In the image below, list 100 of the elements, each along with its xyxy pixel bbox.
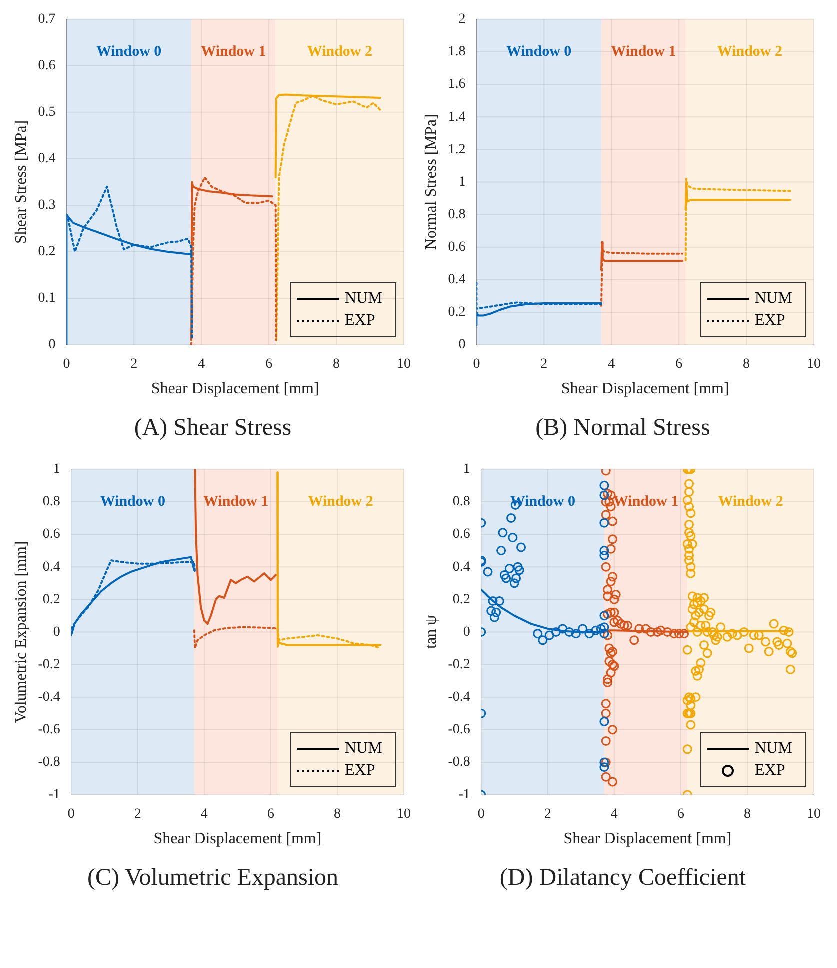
point xyxy=(616,619,626,629)
point xyxy=(641,624,651,634)
band-label: Window 1 xyxy=(201,44,266,60)
point xyxy=(488,596,498,606)
band-label: Window 2 xyxy=(718,494,784,510)
point xyxy=(603,630,613,640)
text: (D) Dilatancy Coefficient xyxy=(500,865,746,892)
text: (A) Shear Stress xyxy=(134,415,292,442)
y-tick-label: -0.6 xyxy=(38,722,60,738)
x-tick-label: 4 xyxy=(608,357,616,372)
x-tick-label: 0 xyxy=(473,357,480,372)
y-tick-label: -0.4 xyxy=(448,690,470,705)
point xyxy=(601,772,611,782)
x-tick-label: 4 xyxy=(198,357,206,372)
y-axis-title: Normal Stress [MPa] xyxy=(422,114,440,250)
point xyxy=(600,518,610,528)
y-tick-label: 0.1 xyxy=(38,291,56,306)
x-tick-label: 8 xyxy=(333,357,340,372)
point xyxy=(508,533,518,543)
point xyxy=(596,624,606,634)
point xyxy=(608,725,618,735)
x-tick-label: 0 xyxy=(68,807,75,822)
point xyxy=(608,516,618,526)
x-tick-label: 6 xyxy=(267,807,274,822)
point xyxy=(652,627,662,637)
point xyxy=(612,616,622,626)
point xyxy=(634,624,644,634)
text: NUM xyxy=(755,290,792,308)
point xyxy=(490,612,500,622)
x-tick-label: 10 xyxy=(397,357,411,372)
y-tick-label: 0.5 xyxy=(38,105,56,120)
point xyxy=(603,610,613,620)
y-tick-label: 1.4 xyxy=(448,110,466,125)
point xyxy=(600,762,610,772)
y-tick-label: 1 xyxy=(53,462,60,478)
point xyxy=(601,736,611,746)
point xyxy=(551,627,561,637)
point xyxy=(512,574,522,584)
y-tick-label: 1.6 xyxy=(448,77,466,92)
x-tick-label: 6 xyxy=(677,807,684,822)
text: NUM xyxy=(755,740,792,758)
line-series xyxy=(193,626,279,650)
point xyxy=(492,608,502,618)
point xyxy=(600,480,610,490)
y-tick-label: 0.4 xyxy=(448,272,466,288)
line-series xyxy=(276,95,382,342)
point xyxy=(538,636,548,646)
y-tick-label: 0.6 xyxy=(448,240,466,255)
x-tick-label: 8 xyxy=(744,807,751,822)
x-tick-label: 2 xyxy=(540,357,548,372)
point xyxy=(604,644,614,654)
point xyxy=(601,562,611,572)
point xyxy=(601,510,611,520)
point xyxy=(600,629,610,639)
point xyxy=(516,542,526,552)
y-tick-label: -0.2 xyxy=(448,657,470,672)
point xyxy=(510,578,520,588)
x-tick-label: 4 xyxy=(610,807,618,822)
point xyxy=(601,699,611,709)
point xyxy=(494,596,504,606)
point xyxy=(486,606,496,616)
y-tick-label: -1 xyxy=(48,788,60,803)
text: NUM xyxy=(345,290,382,308)
point xyxy=(622,620,632,630)
y-tick-label: -0.4 xyxy=(38,690,60,705)
y-tick-label: 1 xyxy=(458,174,466,190)
point xyxy=(500,570,510,580)
point xyxy=(514,566,524,576)
point xyxy=(502,574,512,584)
point xyxy=(630,636,640,646)
point xyxy=(483,567,493,577)
x-tick-label: 2 xyxy=(544,807,552,822)
band-label: Window 0 xyxy=(100,494,166,510)
y-tick-label: 0.8 xyxy=(42,494,60,510)
point xyxy=(608,777,618,787)
point xyxy=(578,624,588,634)
point xyxy=(603,585,613,595)
x-tick-label: 0 xyxy=(478,807,485,822)
text: EXP xyxy=(345,762,376,780)
y-tick-label: 0.4 xyxy=(38,152,56,167)
y-axis-title: Volumetric Expansion [mm] xyxy=(12,541,30,724)
point xyxy=(610,594,620,604)
point xyxy=(680,629,690,639)
point xyxy=(506,513,516,523)
point xyxy=(504,564,514,574)
line-series xyxy=(66,186,194,342)
point xyxy=(674,629,684,639)
point xyxy=(600,546,610,556)
point xyxy=(646,627,656,637)
point xyxy=(606,576,616,586)
band-label: Window 2 xyxy=(308,494,374,510)
y-tick-label: 0.7 xyxy=(38,12,56,28)
text: EXP xyxy=(755,762,786,780)
x-tick-label: 8 xyxy=(334,807,341,822)
point xyxy=(600,611,610,621)
point xyxy=(608,572,618,582)
point xyxy=(600,622,610,632)
y-tick-label: -0.6 xyxy=(448,722,470,738)
y-tick-label: -0.2 xyxy=(38,657,60,672)
point xyxy=(603,489,613,499)
